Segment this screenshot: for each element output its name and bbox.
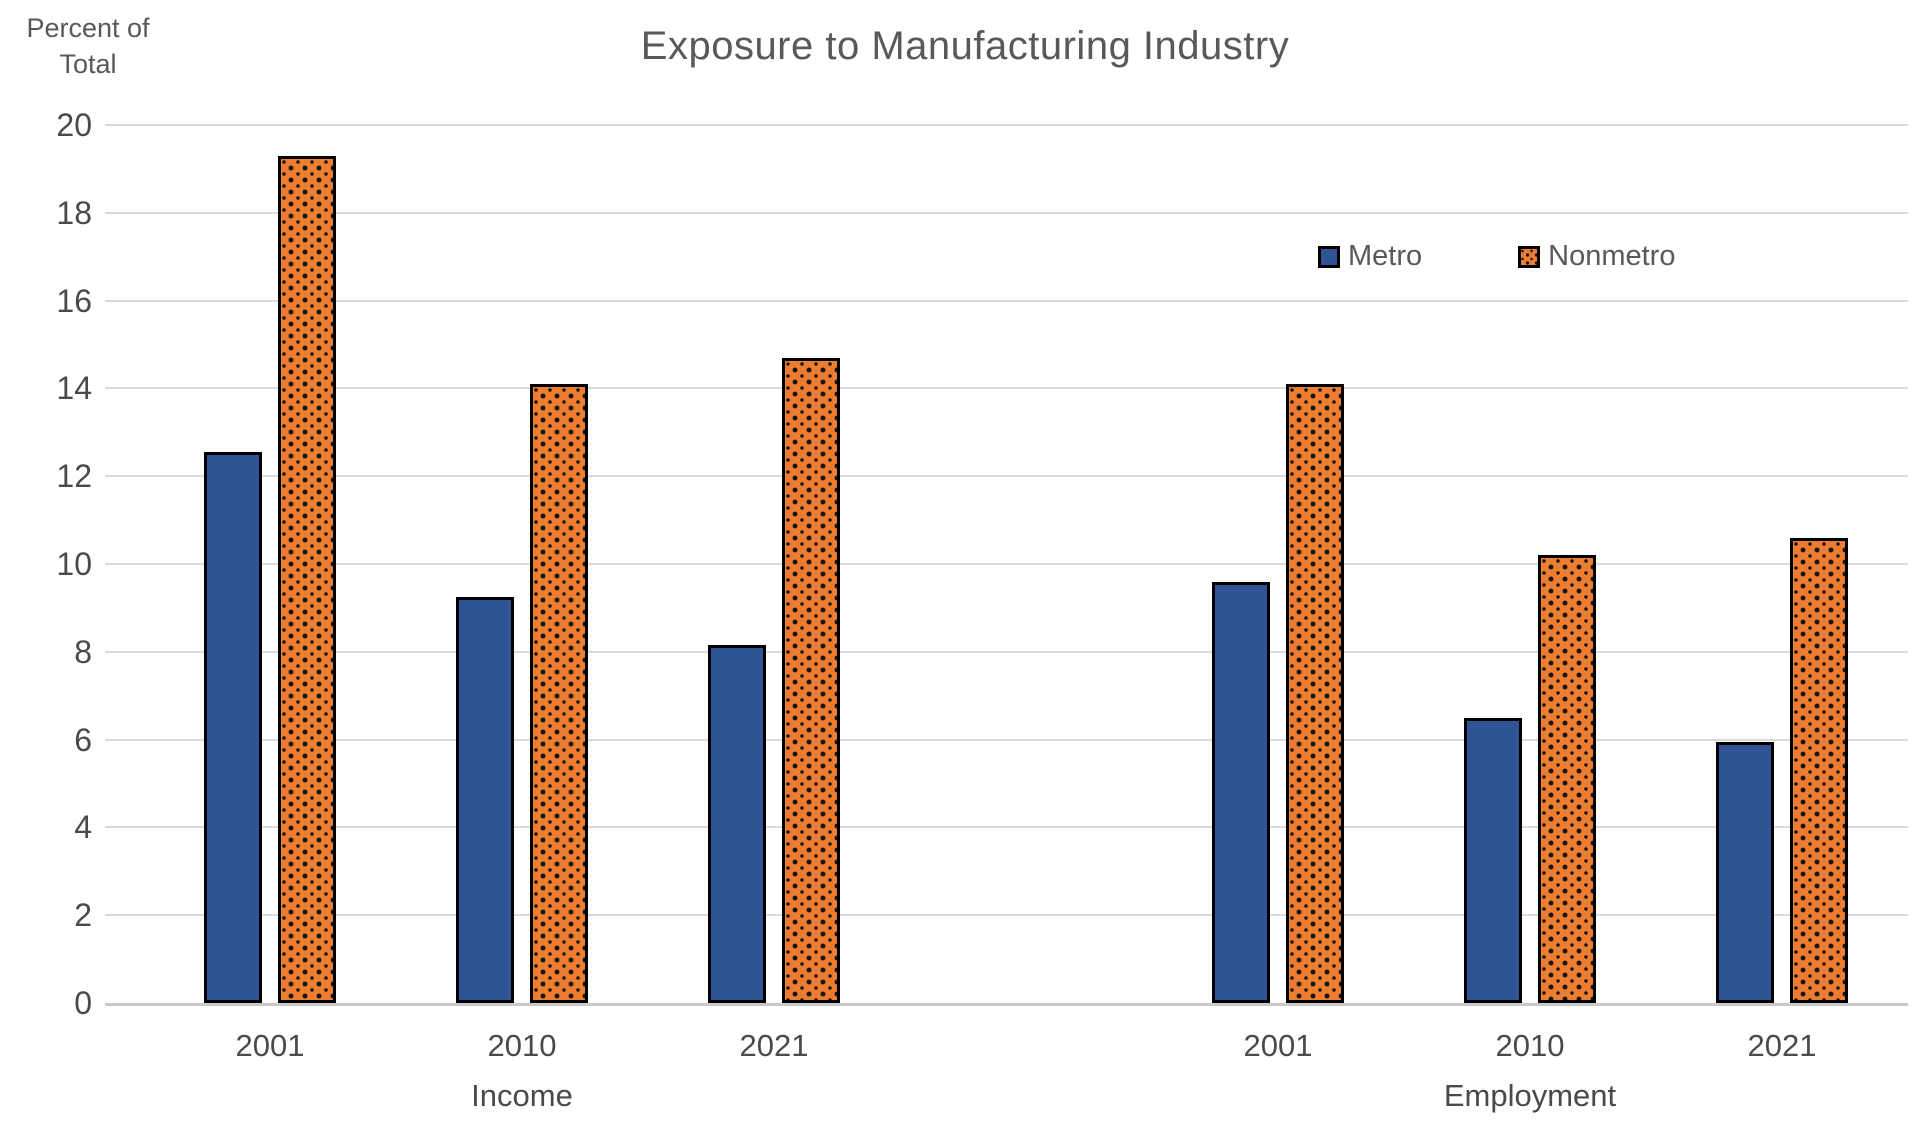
x-category-label-employment-2001: 2001 (1243, 1028, 1313, 1063)
bar-metro-income-2001 (204, 452, 262, 1003)
bar-metro-employment-2001 (1212, 582, 1270, 1003)
x-category-label-income-2010: 2010 (487, 1028, 557, 1063)
y-tick-label-6: 6 (74, 721, 92, 758)
gridline-2 (105, 914, 1908, 917)
gridline-14 (105, 387, 1908, 390)
x-group-label-income: Income (471, 1078, 573, 1113)
y-tick-label-16: 16 (56, 282, 92, 319)
gridline-6 (105, 738, 1908, 741)
legend-label-nonmetro: Nonmetro (1548, 240, 1676, 272)
gridline-12 (105, 475, 1908, 478)
y-axis-title-line1: Percent of (26, 13, 150, 43)
bar-nonmetro-employment-2010 (1538, 555, 1596, 1003)
y-tick-label-14: 14 (56, 370, 92, 407)
bar-nonmetro-income-2001 (278, 156, 336, 1003)
legend: Metro Nonmetro (1318, 240, 1675, 273)
y-tick-label-18: 18 (56, 194, 92, 231)
x-group-label-employment: Employment (1443, 1078, 1617, 1113)
y-tick-label-10: 10 (56, 546, 92, 582)
gridline-16 (105, 299, 1908, 302)
bar-nonmetro-employment-2021 (1790, 538, 1848, 1003)
gridline-20 (105, 124, 1908, 126)
legend-item-nonmetro: Nonmetro (1518, 240, 1675, 273)
x-category-label-income-2001: 2001 (235, 1028, 305, 1063)
legend-item-metro: Metro (1318, 240, 1422, 273)
nonmetro-swatch-icon (1518, 245, 1541, 268)
y-tick-label-8: 8 (74, 633, 92, 670)
x-category-label-income-2021: 2021 (739, 1028, 809, 1063)
bar-nonmetro-employment-2001 (1286, 384, 1344, 1003)
bar-metro-employment-2021 (1716, 742, 1774, 1003)
chart-title: Exposure to Manufacturing Industry (640, 24, 1290, 68)
bar-metro-employment-2010 (1464, 718, 1522, 1003)
y-tick-label-0: 0 (74, 985, 92, 1021)
y-axis-title-line2: Total (59, 49, 117, 79)
y-tick-label-12: 12 (56, 458, 92, 495)
bar-nonmetro-income-2010 (530, 384, 588, 1003)
gridline-10 (105, 563, 1908, 565)
x-axis-line (105, 1003, 1908, 1006)
legend-label-metro: Metro (1348, 240, 1423, 272)
gridline-18 (105, 211, 1908, 214)
x-category-label-employment-2010: 2010 (1495, 1028, 1565, 1063)
y-tick-label-2: 2 (74, 897, 92, 934)
gridline-4 (105, 826, 1908, 829)
x-category-label-employment-2021: 2021 (1747, 1028, 1817, 1063)
y-tick-label-4: 4 (74, 809, 92, 846)
metro-swatch-icon (1318, 245, 1340, 268)
gridline-8 (105, 650, 1908, 653)
y-tick-label-20: 20 (56, 107, 92, 143)
bar-metro-income-2021 (708, 645, 766, 1003)
bar-nonmetro-income-2021 (782, 358, 840, 1003)
bar-metro-income-2010 (456, 597, 514, 1003)
y-axis-title: Percent of Total (8, 10, 168, 82)
